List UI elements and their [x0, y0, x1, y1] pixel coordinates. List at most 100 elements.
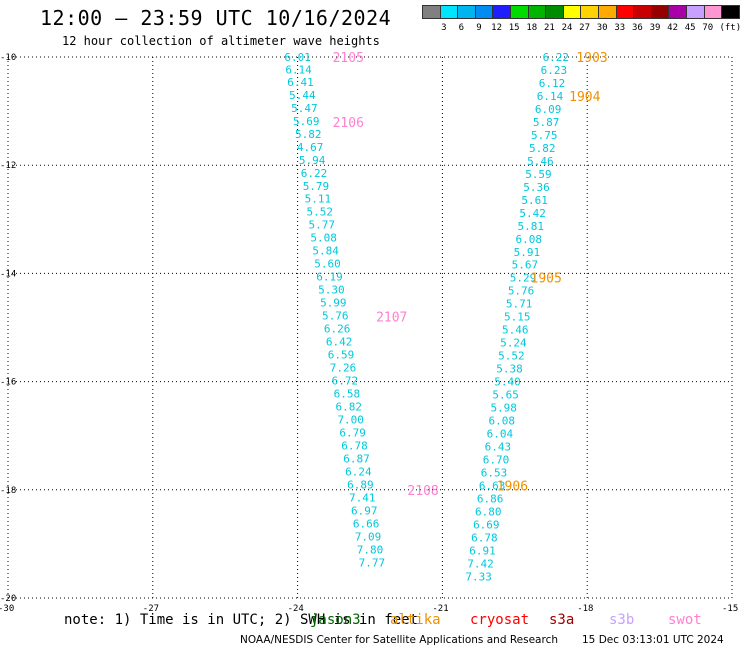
wave-height-value: 6.69: [473, 518, 500, 531]
wave-height-value: 5.46: [502, 324, 529, 337]
wave-height-value: 5.71: [506, 298, 533, 311]
scale-label: 12: [491, 23, 503, 33]
wave-height-value: 5.99: [320, 297, 347, 310]
wave-height-value: 6.79: [339, 426, 366, 439]
scale-label: 45: [684, 23, 696, 33]
wave-height-value: 5.08: [310, 232, 337, 245]
wave-height-value: 6.04: [487, 428, 514, 441]
wave-height-value: 6.97: [351, 504, 378, 517]
wave-height-value: 5.30: [318, 284, 345, 297]
scale-label: 33: [614, 23, 626, 33]
wave-height-value: 7.80: [357, 543, 384, 556]
scale-label: 27: [579, 23, 591, 33]
satellite-legend-altika: altika: [390, 612, 441, 628]
wave-height-value: 5.11: [305, 193, 332, 206]
satellite-legend-swot: swot: [668, 612, 702, 628]
footer-credit: NOAA/NESDIS Center for Satellite Applica…: [240, 634, 558, 646]
satellite-legend-jason3: jason3: [310, 612, 361, 628]
wave-height-value: 6.01: [284, 51, 311, 64]
scale-label: 39: [649, 23, 661, 33]
wave-height-value: 6.12: [539, 77, 566, 90]
scale-swatch: [721, 5, 740, 19]
pass-time-label: 1903: [576, 51, 607, 66]
pass-time-label: 2108: [407, 484, 438, 499]
scale-label: 30: [596, 23, 608, 33]
wave-height-value: 5.75: [531, 129, 558, 142]
wave-height-value: 5.91: [514, 246, 541, 259]
wave-height-value: 6.86: [477, 492, 504, 505]
wave-height-value: 6.66: [353, 517, 380, 530]
satellite-legend-s3a: s3a: [549, 612, 575, 628]
scale-label: 21: [543, 23, 555, 33]
wave-height-value: 6.91: [469, 544, 496, 557]
wave-height-value: 6.14: [537, 90, 564, 103]
scale-label: 15: [508, 23, 520, 33]
wave-height-value: 6.26: [324, 323, 351, 336]
wave-height-value: 6.24: [345, 465, 372, 478]
wave-height-value: 6.89: [347, 478, 374, 491]
wave-height-value: 6.09: [535, 103, 562, 116]
lon-tick-label: -30: [0, 604, 14, 614]
wave-height-value: 5.67: [512, 259, 539, 272]
wave-height-value: 6.82: [336, 400, 363, 413]
scale-label: 24: [561, 23, 573, 33]
wave-height-value: 6.70: [483, 454, 510, 467]
wave-height-value: 6.43: [485, 441, 512, 454]
scale-label: 6: [458, 23, 465, 33]
wave-height-value: 6.78: [341, 439, 368, 452]
pass-time-label: 1904: [569, 90, 600, 105]
wave-height-value: 5.69: [293, 115, 320, 128]
wave-height-value: 6.80: [475, 505, 502, 518]
lon-tick-label: -18: [577, 604, 593, 614]
wave-height-value: 5.24: [500, 337, 527, 350]
wave-height-value: 5.59: [525, 168, 552, 181]
wave-height-value: 7.41: [349, 491, 376, 504]
lat-tick-label: -20: [0, 594, 16, 604]
wave-height-value: 5.15: [504, 311, 531, 324]
satellite-legend-cryosat: cryosat: [470, 612, 530, 628]
page-title: 12:00 — 23:59 UTC 10/16/2024: [40, 6, 392, 30]
scale-label: 36: [631, 23, 643, 33]
wave-height-value: 5.52: [498, 350, 525, 363]
wave-height-value: 5.82: [295, 128, 322, 141]
pass-time-label: 2105: [333, 51, 364, 66]
lat-tick-label: -14: [0, 269, 16, 279]
lat-tick-label: -16: [0, 378, 16, 388]
wave-height-value: 6.72: [332, 375, 359, 388]
wave-height-value: 5.38: [496, 363, 523, 376]
wave-height-value: 5.79: [303, 180, 330, 193]
wave-height-value: 5.77: [308, 219, 335, 232]
wave-height-value: 6.58: [334, 388, 361, 401]
pass-time-label: 2107: [376, 311, 407, 326]
wave-height-value: 7.26: [330, 362, 357, 375]
wave-height-value: 6.87: [343, 452, 370, 465]
wave-height-value: 5.40: [494, 376, 521, 389]
wave-height-value: 7.42: [467, 557, 494, 570]
scale-label: 18: [526, 23, 538, 33]
wave-height-value: 6.22: [543, 51, 570, 64]
wave-height-value: 6.08: [516, 233, 543, 246]
scale-label: 42: [667, 23, 679, 33]
wave-height-value: 5.47: [291, 102, 318, 115]
lon-tick-label: -27: [143, 604, 159, 614]
scale-label: 70: [702, 23, 714, 33]
wave-height-value: 5.76: [322, 310, 349, 323]
lat-tick-label: -18: [0, 486, 16, 496]
wave-height-value: 5.76: [508, 285, 535, 298]
wave-height-value: 6.53: [481, 466, 508, 479]
wave-height-value: 5.46: [527, 155, 554, 168]
wave-height-value: 5.87: [533, 116, 560, 129]
page-subtitle: 12 hour collection of altimeter wave hei…: [62, 34, 380, 48]
wave-height-value: 6.59: [328, 349, 355, 362]
wave-height-value: 5.29: [510, 272, 537, 285]
wave-height-value: 6.19: [316, 271, 343, 284]
wave-height-value: 5.94: [299, 154, 326, 167]
wave-height-value: 7.33: [465, 570, 492, 583]
pass-time-label: 2106: [333, 116, 364, 131]
wave-height-value: 6.23: [541, 64, 568, 77]
wave-height-value: 5.84: [312, 245, 339, 258]
pass-time-label: 1905: [531, 272, 562, 287]
wave-height-value: 6.41: [287, 76, 314, 89]
